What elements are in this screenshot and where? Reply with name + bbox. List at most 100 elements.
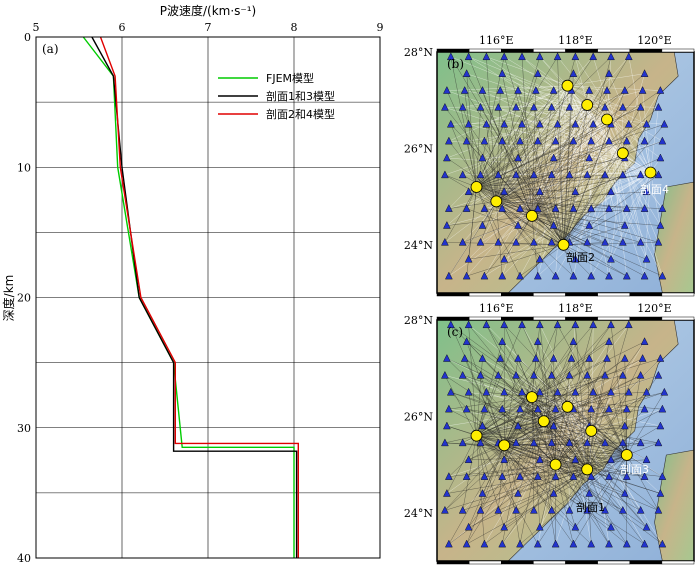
station-marker <box>619 102 627 111</box>
ray-path <box>537 172 651 277</box>
station-marker <box>462 271 471 280</box>
shot-point <box>601 113 613 126</box>
station-marker <box>553 320 562 329</box>
shot-point <box>470 429 483 442</box>
station-marker <box>447 119 455 128</box>
station-marker <box>498 136 507 145</box>
map-panel-c: 116°E 118°E 120°E 28°N 26°N 24°N (c) 剖面3 剖面1 <box>404 302 695 565</box>
station-marker <box>620 421 629 430</box>
station-marker <box>464 522 473 531</box>
station-marker <box>565 505 574 514</box>
station-marker <box>656 489 665 497</box>
ray-path <box>563 73 574 245</box>
station-marker <box>443 221 451 229</box>
ray-path <box>444 375 568 407</box>
station-marker <box>640 404 649 413</box>
station-marker <box>478 421 487 430</box>
lon-tick-label: 118°E <box>558 302 593 315</box>
station-marker <box>532 86 540 94</box>
station-marker <box>603 354 611 362</box>
station-marker <box>514 86 522 94</box>
ray-path <box>626 392 665 456</box>
ray-path <box>563 56 612 245</box>
ray-path <box>500 90 623 154</box>
ray-path <box>500 85 568 91</box>
station-marker <box>549 421 558 430</box>
ray-path <box>466 73 564 245</box>
ray-path <box>480 85 568 176</box>
ray-path <box>480 375 627 456</box>
station-marker <box>514 153 522 162</box>
ray-path <box>575 56 588 106</box>
ray-path <box>551 454 627 511</box>
profile-label: 剖面4 <box>640 182 669 196</box>
ray-path <box>444 119 608 243</box>
ray-path <box>539 153 623 260</box>
station-marker <box>535 455 544 463</box>
ray-path <box>531 215 612 260</box>
station-marker <box>607 254 615 263</box>
station-marker <box>656 221 665 229</box>
ray-path <box>531 397 535 511</box>
station-marker <box>607 187 615 195</box>
ray-path <box>466 445 505 545</box>
ray-path <box>563 157 625 245</box>
ray-path <box>450 392 544 422</box>
ray-path <box>476 435 592 477</box>
station-marker <box>654 505 663 514</box>
station-marker <box>464 119 473 128</box>
ray-path <box>573 454 627 477</box>
station-marker <box>445 271 453 280</box>
station-marker <box>516 136 524 145</box>
ray-path <box>516 85 568 108</box>
ray-path <box>531 90 643 217</box>
station-marker <box>551 271 560 280</box>
ray-path <box>446 90 497 202</box>
station-marker <box>622 539 631 548</box>
legend-entry: 剖面2和4模型 <box>266 107 335 121</box>
ray-path <box>476 409 645 436</box>
ray-path <box>462 435 477 511</box>
panel-label: (c) <box>447 325 463 339</box>
ray-path <box>504 172 651 260</box>
ray-path <box>504 445 627 477</box>
ray-path <box>476 435 645 545</box>
station-marker <box>514 421 522 430</box>
frame-bar <box>597 560 630 565</box>
ray-path <box>555 358 608 465</box>
ray-path <box>535 90 651 173</box>
shot-point <box>557 238 570 251</box>
ray-path <box>575 392 588 470</box>
ray-path <box>551 442 627 456</box>
station-marker <box>476 170 485 179</box>
ray-path <box>531 157 554 216</box>
ray-path <box>450 392 505 446</box>
panel-label-a: (a) <box>42 42 59 56</box>
frame-bar <box>501 292 534 297</box>
ray-path <box>484 141 651 173</box>
station-marker <box>500 320 509 329</box>
frame-bar <box>436 316 470 321</box>
ray-path <box>504 445 576 528</box>
station-marker <box>636 237 645 246</box>
shot-point <box>470 181 483 193</box>
ray-path <box>519 409 627 456</box>
station-marker <box>640 136 649 145</box>
frame-bar <box>501 316 534 321</box>
station-marker <box>535 387 544 396</box>
ray-path <box>539 56 568 86</box>
ray-path <box>480 396 533 444</box>
station-marker <box>624 387 633 396</box>
ray-path <box>543 375 641 422</box>
lon-tick-label: 120°E <box>637 34 672 47</box>
ray-path <box>446 104 588 159</box>
station-marker <box>619 438 627 447</box>
station-marker <box>589 320 598 329</box>
ray-path <box>606 119 659 243</box>
ray-path <box>476 392 576 436</box>
ray-path <box>486 56 497 202</box>
ray-path <box>496 56 540 202</box>
ray-path <box>504 459 588 470</box>
station-marker <box>549 354 558 362</box>
station-marker <box>658 539 667 548</box>
